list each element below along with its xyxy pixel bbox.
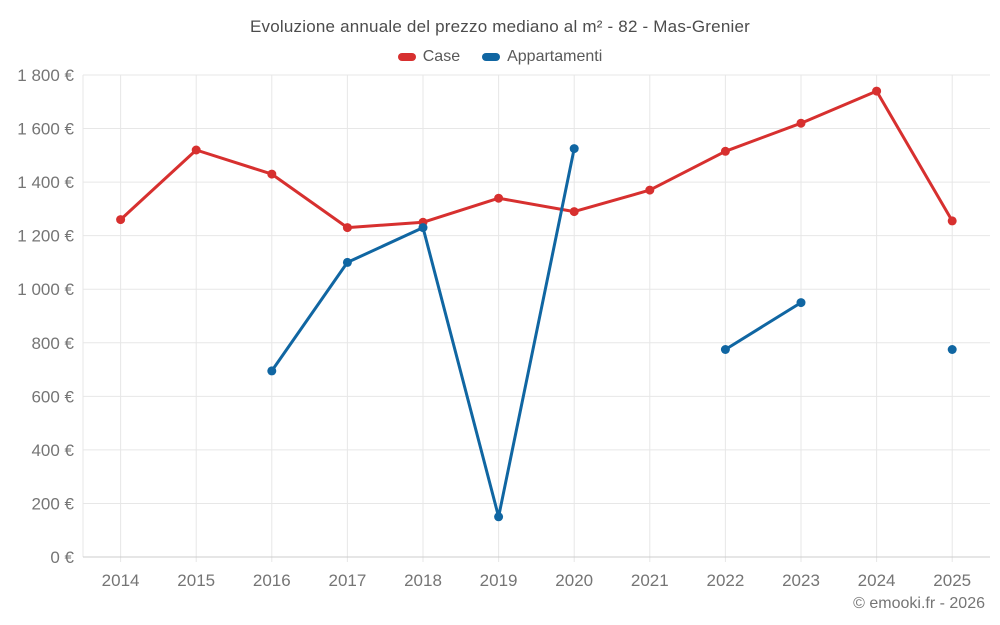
svg-text:200 €: 200 € <box>31 494 74 513</box>
svg-text:400 €: 400 € <box>31 441 74 460</box>
svg-text:2019: 2019 <box>480 571 518 590</box>
legend-swatch-case-icon <box>397 53 416 61</box>
svg-text:2018: 2018 <box>404 571 442 590</box>
svg-text:800 €: 800 € <box>31 334 74 353</box>
svg-text:2024: 2024 <box>858 571 896 590</box>
svg-text:1 800 €: 1 800 € <box>17 66 74 85</box>
chart-title: Evoluzione annuale del prezzo mediano al… <box>250 17 750 36</box>
legend-item-appartamenti[interactable]: Appartamenti <box>482 48 602 66</box>
legend-label-appartamenti: Appartamenti <box>507 48 603 65</box>
svg-text:2017: 2017 <box>328 571 366 590</box>
svg-text:2022: 2022 <box>706 571 744 590</box>
svg-text:1 000 €: 1 000 € <box>17 280 74 299</box>
svg-text:2015: 2015 <box>177 571 215 590</box>
svg-text:2021: 2021 <box>631 571 669 590</box>
svg-text:2020: 2020 <box>555 571 593 590</box>
legend-item-case[interactable]: Case <box>397 48 461 66</box>
legend-swatch-appartamenti-icon <box>482 53 501 61</box>
svg-text:1 600 €: 1 600 € <box>17 120 74 139</box>
legend: Case Appartamenti <box>0 48 1000 66</box>
svg-text:600 €: 600 € <box>31 387 74 406</box>
svg-text:2014: 2014 <box>102 571 140 590</box>
copyright-text: © emooki.fr - 2026 <box>853 595 985 612</box>
svg-text:1 200 €: 1 200 € <box>17 227 74 246</box>
legend-label-case: Case <box>422 48 461 65</box>
svg-text:1 400 €: 1 400 € <box>17 173 74 192</box>
svg-text:0 €: 0 € <box>50 548 74 567</box>
svg-text:2023: 2023 <box>782 571 820 590</box>
svg-text:2016: 2016 <box>253 571 291 590</box>
svg-text:2025: 2025 <box>933 571 971 590</box>
